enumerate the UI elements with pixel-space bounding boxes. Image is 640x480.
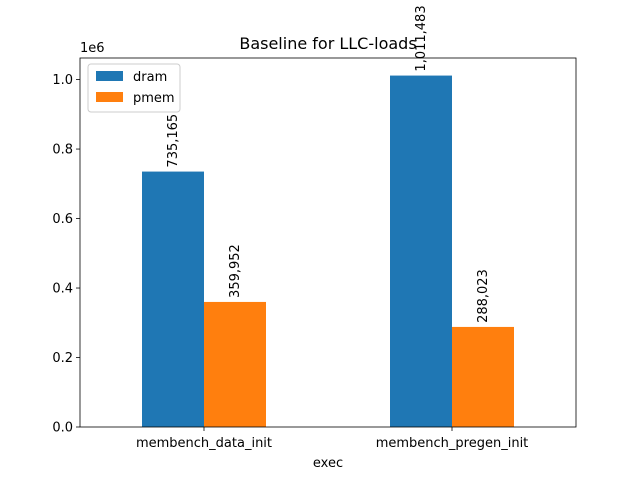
legend-label-pmem: pmem — [133, 91, 175, 106]
bar-value-label: 735,165 — [166, 114, 181, 168]
bar-value-label: 359,952 — [228, 244, 243, 298]
bar-pmem-membench_pregen_init — [452, 326, 514, 427]
y-tick-label: 0.0 — [52, 421, 73, 436]
y-tick-label: 1.0 — [52, 73, 73, 88]
bars-layer — [142, 75, 514, 427]
y-axis-offset-label: 1e6 — [80, 41, 105, 56]
y-tick-label: 0.4 — [52, 282, 73, 297]
y-axis: 0.0 0.2 0.4 0.6 0.8 1.0 — [52, 73, 80, 436]
bar-value-label: 1,011,483 — [414, 5, 429, 71]
plot-frame — [79, 57, 577, 428]
bar-dram-membench_pregen_init — [390, 75, 452, 427]
legend-swatch-dram — [96, 71, 123, 81]
legend-label-dram: dram — [133, 70, 167, 85]
y-tick-label: 0.6 — [52, 212, 73, 227]
y-tick-label: 0.8 — [52, 143, 73, 158]
bar-labels-layer: 735,165 1,011,483 359,952 288,023 — [166, 5, 491, 323]
bar-value-label: 288,023 — [476, 269, 491, 323]
x-axis-label: exec — [313, 456, 343, 471]
legend-swatch-pmem — [96, 92, 123, 102]
x-tick-label: membench_data_init — [136, 436, 272, 451]
bar-pmem-membench_data_init — [204, 301, 266, 427]
x-axis: membench_data_init membench_pregen_init — [136, 427, 528, 451]
y-tick-label: 0.2 — [52, 351, 73, 366]
bar-dram-membench_data_init — [142, 171, 204, 427]
x-tick-label: membench_pregen_init — [376, 436, 529, 451]
legend: dram pmem — [87, 63, 181, 113]
chart-title: Baseline for LLC-loads — [239, 34, 416, 53]
